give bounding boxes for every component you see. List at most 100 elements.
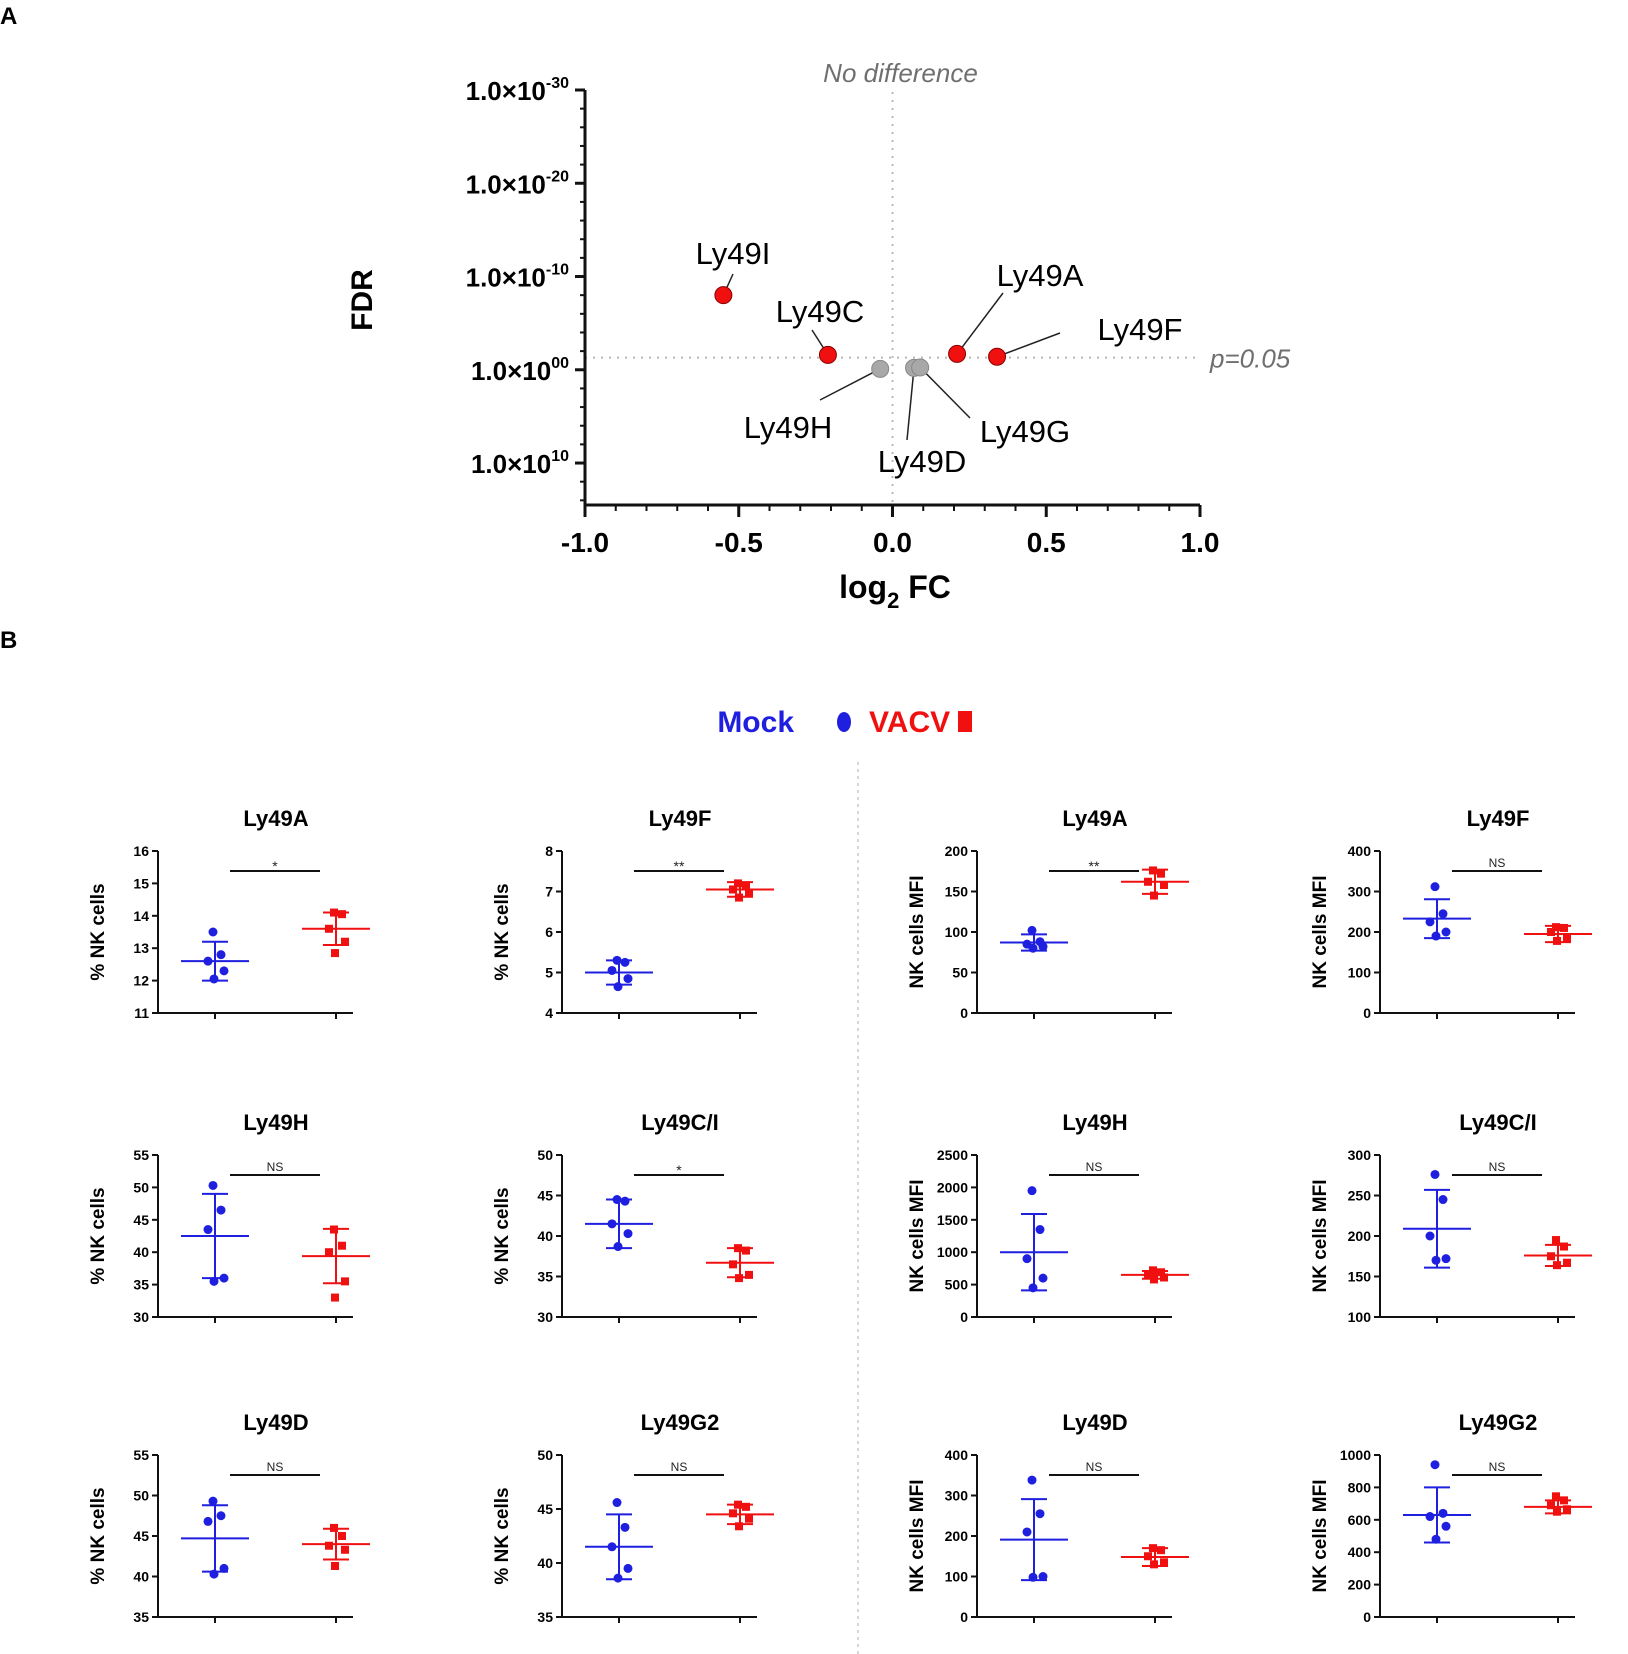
subplot-title: Ly49A <box>243 806 308 831</box>
vacv-point <box>1157 1268 1165 1277</box>
subplot-y-label: % NK cells <box>492 883 513 980</box>
x-tick-label: 0.0 <box>873 527 912 558</box>
mock-point <box>613 1573 623 1583</box>
volcano-point <box>911 358 930 377</box>
significance-label: NS <box>1086 1460 1103 1474</box>
no-difference-label: No difference <box>823 58 978 88</box>
vacv-point <box>331 1561 339 1570</box>
subplot-y-tick-label: 300 <box>1348 1147 1372 1163</box>
significance-label: NS <box>1086 1160 1103 1174</box>
vacv-point <box>742 1502 750 1511</box>
y-tick-label: 1.0×10-30 <box>466 75 569 106</box>
subplot-y-tick-label: 50 <box>537 1147 553 1163</box>
mock-point <box>620 957 630 967</box>
vacv-point <box>1150 891 1158 900</box>
mock-point <box>1430 1460 1440 1470</box>
subplot-y-tick-label: 1500 <box>937 1212 968 1228</box>
subplot-y-label: NK cells MFI <box>907 1180 928 1293</box>
volcano-point <box>988 347 1007 366</box>
mock-point <box>620 1522 630 1532</box>
significance-label: ** <box>674 858 685 874</box>
subplot-y-tick-label: 4 <box>545 1005 553 1021</box>
mock-point <box>203 1225 213 1235</box>
y-tick-label: 1.0×1000 <box>471 355 569 386</box>
y-tick-exponent: -10 <box>546 262 569 279</box>
vacv-point <box>1547 1252 1555 1261</box>
mock-point <box>1028 1283 1038 1293</box>
subplot-y-tick-label: 400 <box>1348 1544 1372 1560</box>
mock-point <box>1038 942 1048 952</box>
subplot-y-tick-label: 150 <box>945 884 969 900</box>
mock-point <box>1430 882 1440 892</box>
y-tick-label: 1.0×10-20 <box>466 168 569 199</box>
subplot-ly49ci-pct: Ly49C/I % NK cells 30 35 40 45 50 * <box>492 1110 774 1325</box>
mock-point <box>1028 943 1038 953</box>
x-axis-title-tail: FC <box>899 569 951 605</box>
vacv-point <box>341 1277 349 1286</box>
subplot-y-tick-label: 8 <box>545 843 553 859</box>
subplot-y-tick-label: 45 <box>537 1188 553 1204</box>
mock-point <box>1027 1475 1037 1485</box>
vacv-point <box>1150 1275 1158 1284</box>
mock-point <box>209 974 219 984</box>
subplot-y-tick-label: 200 <box>1348 1577 1372 1593</box>
subplot-y-tick-label: 12 <box>133 973 149 989</box>
subplot-title: Ly49G2 <box>1459 1410 1538 1435</box>
subplot-y-tick-label: 150 <box>1348 1269 1372 1285</box>
mock-point <box>1027 925 1037 935</box>
subplot-y-tick-label: 300 <box>945 1488 969 1504</box>
panel-b-label: B <box>0 627 17 654</box>
subplot-y-tick-label: 200 <box>945 843 969 859</box>
vacv-point <box>1160 881 1168 890</box>
legend-vacv-marker <box>958 711 972 732</box>
mock-point <box>1431 1255 1441 1265</box>
vacv-point <box>729 1509 737 1518</box>
gene-label: Ly49A <box>997 258 1084 293</box>
mock-point <box>219 966 229 976</box>
label-leader-line <box>996 332 1061 358</box>
subplot-title: Ly49F <box>649 806 712 831</box>
subplot-y-tick-label: 14 <box>133 908 149 924</box>
mock-point <box>1430 1169 1440 1179</box>
vacv-point <box>1553 936 1561 945</box>
vacv-point <box>325 924 333 933</box>
vacv-point <box>735 1522 743 1531</box>
subplot-ly49g2-pct: Ly49G2 % NK cells 35 40 45 50 NS <box>492 1410 774 1625</box>
vacv-point <box>1553 1507 1561 1516</box>
mock-point <box>612 1498 622 1508</box>
volcano-point <box>948 344 967 363</box>
gene-label: Ly49H <box>744 410 832 445</box>
mock-point <box>1438 1195 1448 1205</box>
subplot-y-tick-label: 2000 <box>937 1179 968 1195</box>
volcano-plot: No differencep=0.051.0×10-301.0×10-201.0… <box>346 58 1291 613</box>
volcano-x-axis-title: log2 FC <box>839 569 951 613</box>
subplot-y-tick-label: 1000 <box>937 1244 968 1260</box>
vacv-point <box>1144 1552 1152 1561</box>
mock-point <box>216 1511 226 1521</box>
vacv-point <box>1547 1501 1555 1510</box>
mock-point <box>1431 1534 1441 1544</box>
subplot-y-tick-label: 11 <box>134 1005 149 1021</box>
y-tick-exponent: -20 <box>546 168 569 185</box>
subplot-y-tick-label: 0 <box>960 1005 968 1021</box>
vacv-point <box>735 893 743 902</box>
vacv-point <box>735 1274 743 1283</box>
vacv-point <box>1149 1266 1157 1275</box>
significance-label: NS <box>267 1160 284 1174</box>
subplot-y-tick-label: 400 <box>1348 843 1372 859</box>
x-tick-label: -0.5 <box>715 527 763 558</box>
vacv-point <box>745 889 753 898</box>
subplot-y-tick-label: 100 <box>1348 1309 1372 1325</box>
mock-point <box>613 982 623 992</box>
mock-point <box>607 965 617 975</box>
vacv-point <box>1149 1544 1157 1553</box>
subplot-ly49f-pct: Ly49F % NK cells 4 5 6 7 8 ** <box>492 806 774 1021</box>
vacv-point <box>745 1270 753 1279</box>
subplot-ly49h-mfi: Ly49H NK cells MFI 0 500 1000 1500 2000 2500 NS <box>907 1110 1189 1325</box>
mock-point <box>620 1196 630 1206</box>
significance-label: ** <box>1089 858 1100 874</box>
vacv-point <box>1563 1505 1571 1514</box>
vacv-point <box>1563 934 1571 943</box>
mock-point <box>1441 1521 1451 1531</box>
vacv-point <box>1560 1242 1568 1251</box>
